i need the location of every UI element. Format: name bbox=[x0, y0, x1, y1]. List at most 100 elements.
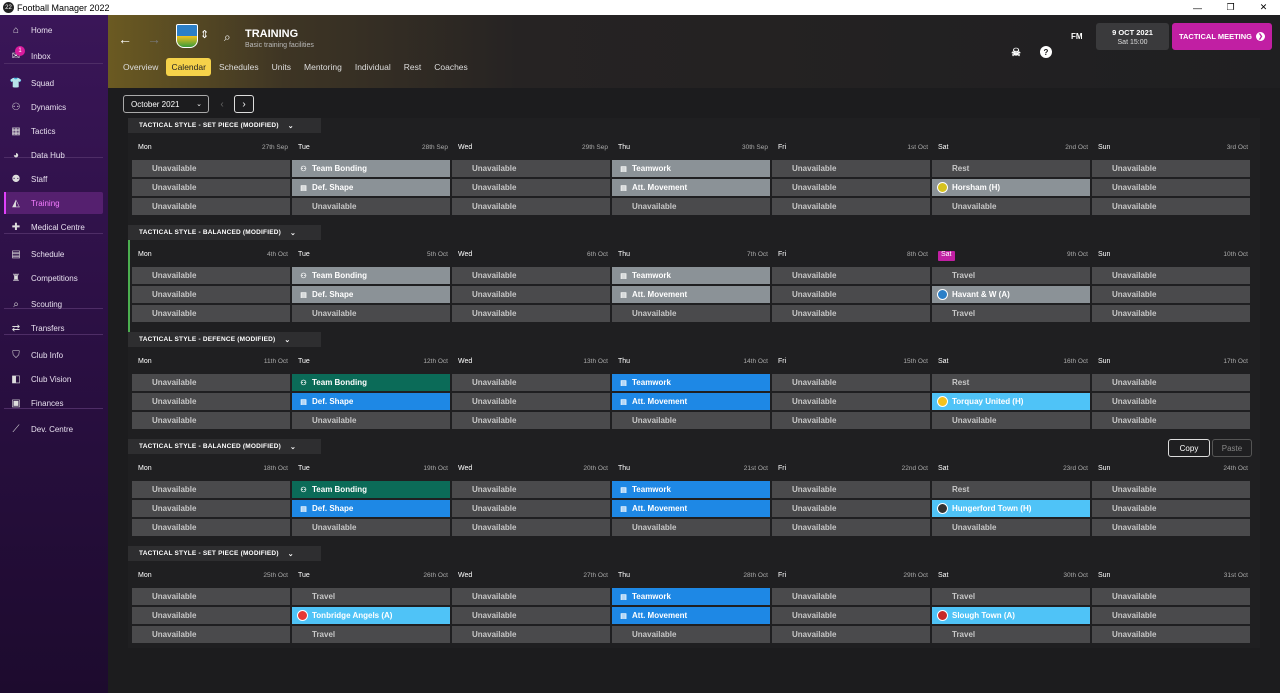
week-schedule-dropdown[interactable]: TACTICAL STYLE - BALANCED (MODIFIED) ⌄ bbox=[128, 439, 321, 454]
training-session-slot[interactable]: Unavailable bbox=[132, 607, 290, 624]
training-session-slot[interactable]: Unavailable bbox=[1092, 374, 1250, 391]
training-session-slot[interactable]: Travel bbox=[292, 626, 450, 643]
week-schedule-dropdown[interactable]: TACTICAL STYLE - BALANCED (MODIFIED) ⌄ bbox=[128, 225, 321, 240]
match-slot[interactable]: Torquay United (H) bbox=[932, 393, 1090, 410]
club-badge[interactable] bbox=[176, 24, 198, 48]
training-session-slot[interactable]: Unavailable bbox=[132, 198, 290, 215]
training-session-slot[interactable]: Unavailable bbox=[1092, 626, 1250, 643]
training-session-slot[interactable]: Unavailable bbox=[772, 412, 930, 429]
training-session-slot[interactable]: Unavailable bbox=[452, 412, 610, 429]
training-session-slot[interactable]: Unavailable bbox=[932, 412, 1090, 429]
week-schedule-dropdown[interactable]: TACTICAL STYLE - SET PIECE (MODIFIED) ⌄ bbox=[128, 118, 321, 133]
training-session-slot[interactable]: Unavailable bbox=[1092, 519, 1250, 536]
training-session-slot[interactable]: Unavailable bbox=[452, 160, 610, 177]
minimize-button[interactable]: — bbox=[1193, 2, 1202, 13]
training-session-slot[interactable]: Unavailable bbox=[132, 286, 290, 303]
training-session-slot[interactable]: ▤ Teamwork bbox=[612, 588, 770, 605]
training-session-slot[interactable]: Unavailable bbox=[452, 198, 610, 215]
training-session-slot[interactable]: Unavailable bbox=[1092, 588, 1250, 605]
training-session-slot[interactable]: Unavailable bbox=[132, 519, 290, 536]
training-session-slot[interactable]: Unavailable bbox=[452, 286, 610, 303]
training-session-slot[interactable]: Rest bbox=[932, 481, 1090, 498]
training-session-slot[interactable]: Unavailable bbox=[612, 519, 770, 536]
maximize-button[interactable]: ❐ bbox=[1226, 2, 1235, 12]
month-dropdown[interactable]: October 2021 ⌄ bbox=[123, 95, 209, 113]
sidebar-item-transfers[interactable]: ⇄ Transfers bbox=[4, 317, 103, 339]
club-switch-icon[interactable]: ⇕ bbox=[200, 29, 210, 41]
match-slot[interactable]: Hungerford Town (H) bbox=[932, 500, 1090, 517]
training-session-slot[interactable]: Unavailable bbox=[132, 305, 290, 322]
training-session-slot[interactable]: Unavailable bbox=[1092, 267, 1250, 284]
training-session-slot[interactable]: Unavailable bbox=[1092, 412, 1250, 429]
training-session-slot[interactable]: Unavailable bbox=[132, 267, 290, 284]
training-session-slot[interactable]: Unavailable bbox=[1092, 393, 1250, 410]
training-session-slot[interactable]: Unavailable bbox=[612, 626, 770, 643]
training-session-slot[interactable]: Unavailable bbox=[452, 179, 610, 196]
training-session-slot[interactable]: ▤ Def. Shape bbox=[292, 179, 450, 196]
training-session-slot[interactable]: Unavailable bbox=[772, 519, 930, 536]
training-session-slot[interactable]: Unavailable bbox=[772, 481, 930, 498]
sidebar-item-finances[interactable]: ▣ Finances bbox=[4, 392, 103, 414]
training-session-slot[interactable]: ▤ Teamwork bbox=[612, 481, 770, 498]
training-session-slot[interactable]: Unavailable bbox=[772, 305, 930, 322]
training-session-slot[interactable]: Travel bbox=[932, 305, 1090, 322]
training-session-slot[interactable]: Unavailable bbox=[452, 626, 610, 643]
training-session-slot[interactable]: ▤ Att. Movement bbox=[612, 500, 770, 517]
training-session-slot[interactable]: Unavailable bbox=[772, 198, 930, 215]
training-session-slot[interactable]: ⚇ Team Bonding bbox=[292, 267, 450, 284]
forward-arrow-icon[interactable]: → bbox=[147, 31, 161, 47]
training-session-slot[interactable]: ⚇ Team Bonding bbox=[292, 481, 450, 498]
paste-button[interactable]: Paste bbox=[1212, 439, 1252, 457]
tab-calendar[interactable]: Calendar bbox=[166, 58, 211, 76]
training-session-slot[interactable]: Unavailable bbox=[1092, 198, 1250, 215]
training-session-slot[interactable]: Unavailable bbox=[1092, 500, 1250, 517]
training-session-slot[interactable]: Unavailable bbox=[612, 305, 770, 322]
tab-individual[interactable]: Individual bbox=[354, 62, 391, 72]
training-session-slot[interactable]: Unavailable bbox=[1092, 305, 1250, 322]
sidebar-item-tactics[interactable]: ▦ Tactics bbox=[4, 120, 103, 142]
training-session-slot[interactable]: Unavailable bbox=[1092, 286, 1250, 303]
back-arrow-icon[interactable]: ← bbox=[118, 31, 132, 47]
training-session-slot[interactable]: Unavailable bbox=[452, 481, 610, 498]
manager-icon[interactable]: ☠ bbox=[1011, 46, 1021, 59]
week-schedule-dropdown[interactable]: TACTICAL STYLE - SET PIECE (MODIFIED) ⌄ bbox=[128, 546, 321, 561]
training-session-slot[interactable]: Unavailable bbox=[132, 500, 290, 517]
training-session-slot[interactable]: Unavailable bbox=[1092, 607, 1250, 624]
copy-button[interactable]: Copy bbox=[1168, 439, 1210, 457]
training-session-slot[interactable]: Travel bbox=[932, 267, 1090, 284]
match-slot[interactable]: Horsham (H) bbox=[932, 179, 1090, 196]
training-session-slot[interactable]: Unavailable bbox=[452, 393, 610, 410]
sidebar-item-data-hub[interactable]: ◕ Data Hub bbox=[4, 144, 103, 166]
training-session-slot[interactable]: Unavailable bbox=[772, 588, 930, 605]
training-session-slot[interactable]: ▤ Att. Movement bbox=[612, 179, 770, 196]
training-session-slot[interactable]: ▤ Def. Shape bbox=[292, 500, 450, 517]
search-icon[interactable]: ⌕ bbox=[224, 30, 231, 44]
help-icon[interactable]: ? bbox=[1040, 46, 1052, 58]
training-session-slot[interactable]: ▤ Att. Movement bbox=[612, 607, 770, 624]
training-session-slot[interactable]: Unavailable bbox=[132, 179, 290, 196]
tab-overview[interactable]: Overview bbox=[123, 62, 159, 72]
sidebar-item-training[interactable]: ◭ Training bbox=[4, 192, 103, 214]
tab-coaches[interactable]: Coaches bbox=[434, 62, 468, 72]
tab-units[interactable]: Units bbox=[271, 62, 292, 72]
sidebar-item-home[interactable]: ⌂ Home bbox=[4, 19, 103, 41]
sidebar-item-staff[interactable]: ⚉ Staff bbox=[4, 168, 103, 190]
training-session-slot[interactable]: Unavailable bbox=[932, 519, 1090, 536]
tab-schedules[interactable]: Schedules bbox=[218, 62, 259, 72]
training-session-slot[interactable]: Unavailable bbox=[452, 588, 610, 605]
training-session-slot[interactable]: Unavailable bbox=[772, 374, 930, 391]
fm-logo[interactable]: FM bbox=[1071, 32, 1083, 41]
sidebar-item-scouting[interactable]: ⌕ Scouting bbox=[4, 293, 103, 315]
training-session-slot[interactable]: Unavailable bbox=[772, 607, 930, 624]
sidebar-item-inbox[interactable]: ✉ Inbox 1 bbox=[4, 45, 103, 67]
training-session-slot[interactable]: Unavailable bbox=[1092, 179, 1250, 196]
training-session-slot[interactable]: Unavailable bbox=[132, 374, 290, 391]
training-session-slot[interactable]: ⚇ Team Bonding bbox=[292, 374, 450, 391]
training-session-slot[interactable]: Unavailable bbox=[452, 374, 610, 391]
training-session-slot[interactable]: Unavailable bbox=[292, 519, 450, 536]
training-session-slot[interactable]: Unavailable bbox=[772, 179, 930, 196]
training-session-slot[interactable]: Unavailable bbox=[292, 412, 450, 429]
training-session-slot[interactable]: Unavailable bbox=[132, 393, 290, 410]
training-session-slot[interactable]: Unavailable bbox=[772, 267, 930, 284]
training-session-slot[interactable]: ▤ Def. Shape bbox=[292, 286, 450, 303]
